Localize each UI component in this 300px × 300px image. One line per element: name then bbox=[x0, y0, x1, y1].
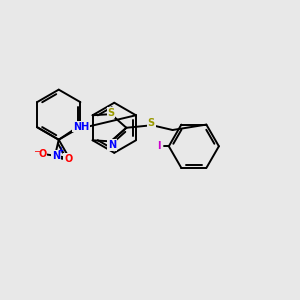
Text: O: O bbox=[63, 154, 72, 164]
Text: S: S bbox=[148, 118, 155, 128]
Text: S: S bbox=[107, 108, 115, 118]
Text: I: I bbox=[158, 141, 161, 151]
Text: −: − bbox=[34, 146, 41, 155]
Text: NH: NH bbox=[73, 122, 89, 132]
Text: N: N bbox=[108, 140, 116, 150]
Text: O: O bbox=[65, 154, 73, 164]
Text: O: O bbox=[38, 149, 47, 159]
Text: +: + bbox=[57, 146, 63, 155]
Text: N: N bbox=[52, 151, 60, 161]
